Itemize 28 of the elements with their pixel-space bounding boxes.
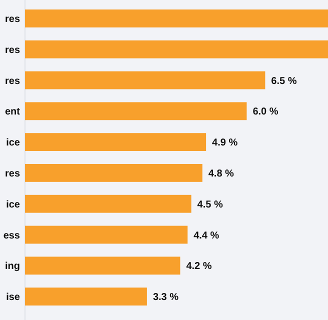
bar: [25, 164, 202, 182]
bar: [25, 194, 192, 213]
bar: [25, 102, 247, 120]
bar: [25, 71, 266, 90]
data-label: 4.8 %: [208, 168, 234, 180]
y-tick-label: ess: [3, 230, 20, 242]
data-label: 6.0 %: [252, 106, 278, 118]
data-label: 4.4 %: [194, 230, 220, 242]
bar: [25, 9, 328, 28]
y-tick-label: ent: [5, 106, 21, 118]
bar: [25, 256, 180, 275]
y-tick-label: res: [4, 168, 20, 180]
y-tick-label: ice: [6, 138, 20, 149]
y-tick-label: res: [4, 44, 20, 56]
data-label: 4.9 %: [212, 138, 238, 149]
bar: [25, 133, 206, 152]
bar: [25, 40, 328, 58]
data-label: 3.3 %: [152, 292, 179, 304]
y-tick-label: res: [4, 76, 20, 87]
y-tick-label: ice: [6, 199, 20, 210]
y-tick-label: ise: [6, 292, 20, 304]
data-label: 4.2 %: [186, 261, 212, 272]
bar: [25, 226, 188, 244]
y-tick-label: res: [4, 14, 20, 25]
bar: [25, 288, 147, 306]
data-label: 6.5 %: [271, 76, 297, 87]
y-tick-label: ing: [5, 261, 20, 272]
data-label: 4.5 %: [197, 199, 223, 210]
